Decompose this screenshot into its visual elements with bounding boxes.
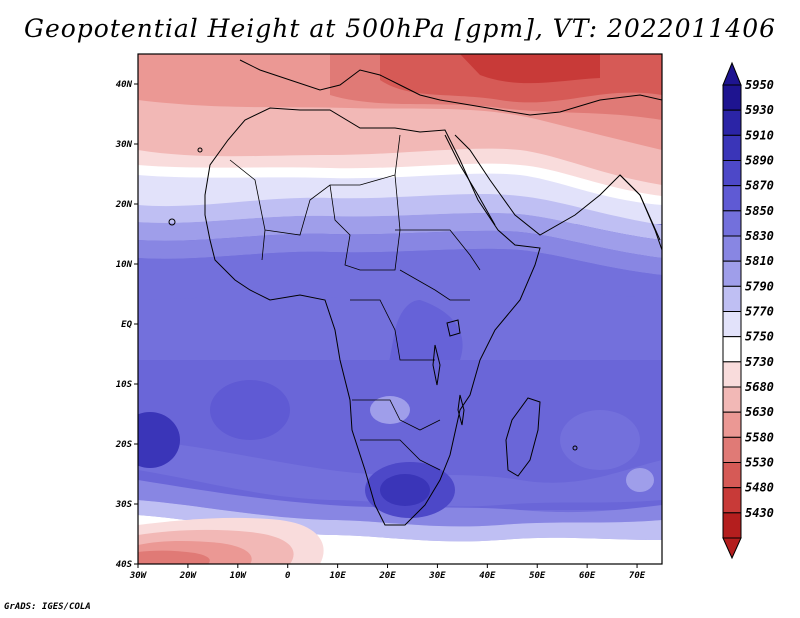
lon-tick-label: 10E — [329, 571, 346, 581]
colorbar-level-label: 5630 — [745, 405, 774, 419]
lat-tick-label: 10N — [116, 260, 133, 270]
lon-tick-label: 20W — [179, 571, 198, 581]
lon-tick-label: 10W — [230, 571, 248, 581]
colorbar-top-arrow — [722, 61, 742, 86]
colorbar-swatch — [722, 235, 742, 262]
lon-tick-label: 60E — [579, 571, 596, 581]
lon-tick-label: 30W — [129, 571, 148, 581]
red-sea — [444, 134, 496, 226]
lat-tick-label: 30N — [115, 140, 133, 150]
mauritius — [572, 445, 578, 451]
colorbar-swatch — [722, 109, 742, 136]
lake-tanganyika — [432, 344, 441, 386]
colorbar-swatch — [722, 185, 742, 212]
colorbar-level-label: 5870 — [745, 179, 774, 193]
colorbar-level-label: 5910 — [745, 128, 774, 142]
colorbar-level-label: 5680 — [745, 380, 774, 394]
colorbar-swatch — [722, 411, 742, 438]
colorbar-level-label: 5930 — [745, 103, 774, 117]
colorbar-swatch — [722, 285, 742, 313]
europe-coastline — [239, 59, 662, 116]
africa-coastline — [204, 107, 541, 526]
india-coastline — [619, 174, 662, 251]
grads-credit: GrADS: IGES/COLA — [4, 602, 91, 612]
colorbar-level-label: 5530 — [745, 456, 774, 470]
colorbar-swatch — [722, 160, 742, 187]
canary-islands — [197, 147, 203, 153]
colorbar-swatch — [722, 361, 742, 388]
axis-ticks: 30W 20W 10W 0 10E 20E 30E 40E 50E 60E 70E 40N 30N 20N… — [115, 80, 646, 581]
madagascar-coastline — [505, 397, 541, 477]
lat-tick-label: EQ — [121, 320, 132, 330]
lon-tick-label: 0 — [285, 571, 291, 581]
colorbar-level-label: 5830 — [745, 229, 774, 243]
colorbar-swatch — [722, 311, 742, 338]
colorbar-bottom-arrow — [722, 537, 742, 560]
colorbar-level-label: 5890 — [745, 154, 774, 168]
colorbar-swatch — [722, 260, 742, 287]
lat-tick-label: 10S — [116, 380, 133, 390]
cape-verde — [168, 218, 176, 226]
coastlines — [168, 59, 662, 526]
map-title: Geopotential Height at 500hPa [gpm], VT:… — [23, 14, 777, 43]
colorbar-swatch — [722, 462, 742, 489]
colorbar-level-label: 5430 — [745, 506, 774, 520]
lat-tick-label: 30S — [115, 500, 133, 510]
colorbar-level-label: 5810 — [745, 254, 774, 268]
colorbar-swatch — [722, 84, 742, 111]
colorbar-level-label: 5750 — [745, 330, 774, 344]
colorbar-level-label: 5950 — [745, 78, 774, 92]
lat-tick-label: 20S — [115, 440, 133, 450]
height-field — [138, 54, 662, 564]
colorbar-swatch — [722, 210, 742, 237]
colorbar-swatch — [722, 336, 742, 363]
lat-tick-label: 40N — [116, 80, 133, 90]
lon-tick-label: 30E — [428, 571, 446, 581]
colorbar-level-label: 5850 — [745, 204, 774, 218]
lake-malawi — [457, 394, 465, 426]
colorbar-level-label: 5770 — [745, 305, 774, 319]
colorbar-level-label: 5790 — [745, 279, 774, 293]
colorbar-swatch — [722, 134, 742, 161]
lon-tick-label: 70E — [629, 571, 646, 581]
colorbar-swatch — [722, 386, 742, 413]
lon-tick-label: 50E — [529, 571, 546, 581]
colorbar-swatch — [722, 512, 742, 539]
colorbar-swatch — [722, 436, 742, 464]
colorbar-swatch — [722, 487, 742, 514]
lake-victoria — [446, 319, 461, 337]
map-frame — [137, 53, 663, 565]
lat-tick-label: 40S — [116, 560, 133, 570]
colorbar-level-label: 5580 — [745, 430, 774, 444]
lat-tick-label: 20N — [115, 200, 133, 210]
colorbar-level-label: 5480 — [745, 481, 774, 495]
colorbar: 5950 5930 5910 5890 5870 5850 5830 5810 5790 5770… — [722, 61, 774, 560]
lon-tick-label: 20E — [378, 571, 396, 581]
lon-tick-label: 40E — [479, 571, 496, 581]
colorbar-level-label: 5730 — [745, 355, 774, 369]
